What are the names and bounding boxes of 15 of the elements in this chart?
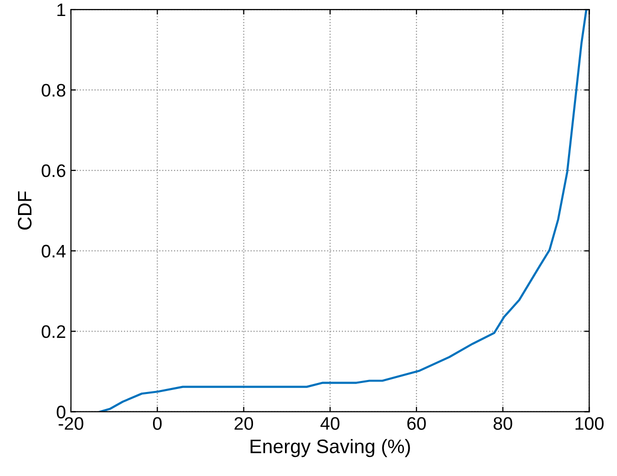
y-tick-label: 1 <box>57 4 66 16</box>
x-tick-label: 60 <box>407 417 426 430</box>
y-tick-label: 0.2 <box>42 325 66 338</box>
y-tick-label: 0.8 <box>42 84 66 97</box>
y-tick-label: 0 <box>56 406 66 418</box>
x-tick-label: -20 <box>58 417 84 430</box>
x-tick-label: 0 <box>153 417 162 430</box>
y-tick-label: 0.4 <box>42 244 66 258</box>
y-axis-title: CDF <box>18 191 32 230</box>
x-axis-title: Energy Saving (%) <box>250 438 410 458</box>
x-tick-label: 20 <box>234 417 254 430</box>
x-tick-label: 100 <box>576 417 604 430</box>
x-tick-label: 80 <box>494 417 512 430</box>
x-tick-label: 40 <box>320 417 340 430</box>
y-tick-label: 0.6 <box>42 164 66 178</box>
